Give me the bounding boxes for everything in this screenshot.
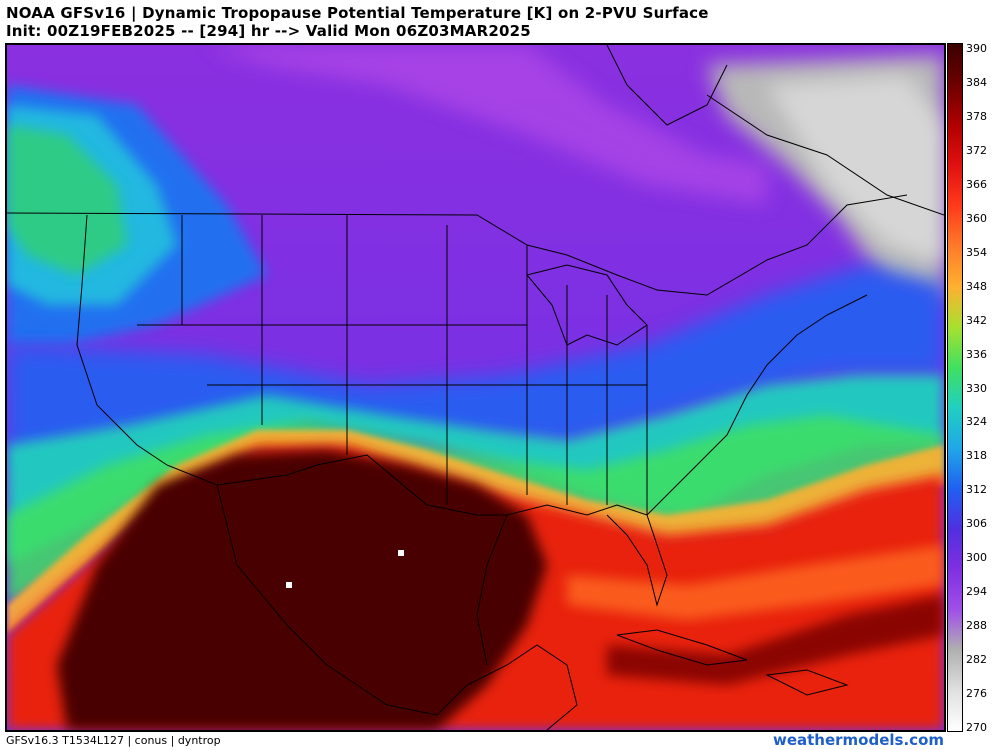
colorbar-tick-label: 282: [966, 653, 987, 667]
colorbar-tick-label: 306: [966, 517, 987, 531]
colorbar-tick-label: 390: [966, 42, 987, 55]
colorbar-tick-label: 276: [966, 687, 987, 701]
station-marker: [398, 550, 404, 556]
colorbar-tick-label: 294: [966, 585, 987, 599]
field-green-west: [7, 125, 127, 275]
station-marker: [286, 582, 292, 588]
colorbar-tick-label: 342: [966, 313, 987, 327]
colorbar-tick-label: 372: [966, 143, 987, 157]
colorbar-tick-label: 312: [966, 483, 987, 497]
colorbar-tick-label: 360: [966, 211, 987, 225]
colorbar-tick-label: 318: [966, 449, 987, 463]
colorbar-tick-label: 348: [966, 279, 987, 293]
field-maroon-core: [57, 450, 547, 730]
field-maroon-streak-east: [607, 595, 944, 685]
field-cyan-front: [7, 375, 944, 565]
colorbar-tick-label: 270: [966, 721, 987, 734]
colorbar-tick-label: 336: [966, 347, 987, 361]
colorbar: [947, 43, 963, 732]
colorbar-tick-label: 300: [966, 551, 987, 565]
colorbar-tick-label: 384: [966, 75, 987, 89]
colorbar-tick-label: 324: [966, 415, 987, 429]
field-orange-streak: [567, 545, 944, 620]
colorbar-tick-label: 330: [966, 381, 987, 395]
field-light-grey-core: [767, 75, 944, 265]
colorbar-tick-label: 288: [966, 619, 987, 633]
chart-subtitle: Init: 00Z19FEB2025 -- [294] hr --> Valid…: [6, 22, 531, 40]
chart-title: NOAA GFSv16 | Dynamic Tropopause Potenti…: [6, 4, 709, 22]
field-magenta-band: [207, 45, 767, 205]
model-info: GFSv16.3 T1534L127 | conus | dyntrop: [6, 734, 221, 747]
colorbar-tick-label: 354: [966, 245, 987, 259]
colorbar-tick-label: 378: [966, 109, 987, 123]
colorbar-tick-label: 366: [966, 177, 987, 191]
site-credit[interactable]: weathermodels.com: [772, 731, 944, 749]
map-field: [7, 45, 944, 730]
boundary-lines: [7, 45, 944, 730]
map-panel: [5, 43, 946, 732]
